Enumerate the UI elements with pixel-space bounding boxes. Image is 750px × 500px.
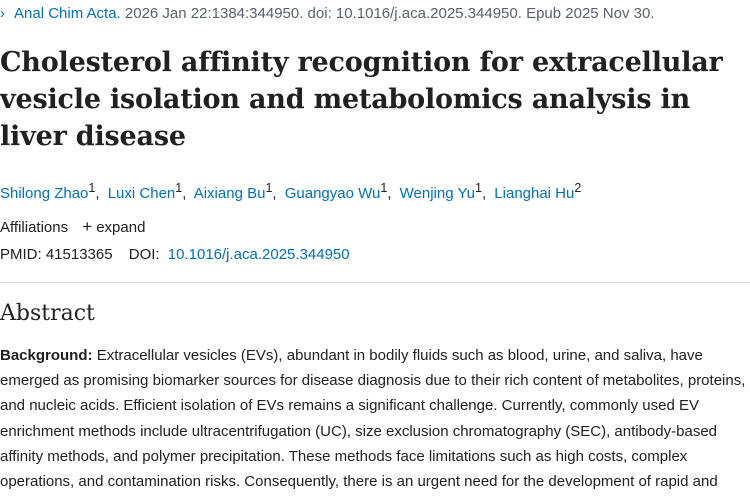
abstract-lead: Background: [0,347,93,364]
author-item: Guangyao Wu1, [284,181,396,202]
chevron-right-icon[interactable]: › [0,5,5,22]
expand-label: expand [96,219,146,236]
author-link[interactable]: Shilong Zhao [0,185,89,202]
author-separator: , [95,185,100,202]
author-item: Wenjing Yu1, [399,181,490,202]
plus-icon: + [82,217,93,236]
affiliations-row: Affiliations + expand [0,216,145,239]
author-item: Aixiang Bu1, [193,181,281,202]
affiliation-ref[interactable]: 1 [175,181,183,195]
author-separator: , [272,185,277,202]
author-link[interactable]: Aixiang Bu [193,185,266,202]
pmid-value: 41513365 [45,246,113,263]
section-divider [0,282,750,283]
author-link[interactable]: Luxi Chen [107,185,176,202]
affiliation-ref[interactable]: 1 [380,181,388,195]
author-separator: , [481,185,487,202]
doi-link[interactable]: 10.1016/j.aca.2025.344950 [167,246,350,263]
doi-label: DOI: [128,246,160,263]
affiliation-ref[interactable]: 2 [574,181,582,195]
author-link[interactable]: Guangyao Wu [284,185,381,202]
author-link[interactable]: Wenjing Yu [399,185,475,202]
citation-line: › Anal Chim Acta. 2026 Jan 22:1384:344950… [0,4,655,24]
author-separator: , [387,185,392,202]
author-link[interactable]: Lianghai Hu [494,185,575,202]
author-item: Luxi Chen1, [107,181,191,202]
affiliation-ref[interactable]: 1 [88,181,96,195]
article-title: Cholesterol affinity recognition for ext… [0,47,723,152]
affiliation-ref[interactable]: 1 [475,181,482,195]
author-list: Shilong Zhao1, Luxi Chen1, Aixiang Bu1, … [0,177,581,205]
author-item: Lianghai Hu2 [494,181,581,202]
abstract-heading: Abstract [0,301,95,326]
affiliations-label: Affiliations [0,219,69,236]
author-separator: , [182,185,187,202]
abstract-body: Extracellular vesicles (EVs), abundant i… [0,347,746,500]
identifiers-row: PMID: 41513365 DOI: 10.1016/j.aca.2025.3… [0,244,350,266]
abstract-paragraph: Background: Extracellular vesicles (EVs)… [0,343,748,500]
pmid-label: PMID: [0,246,42,263]
expand-affiliations-button[interactable]: + expand [82,217,146,236]
author-item: Shilong Zhao1, [0,181,104,202]
affiliation-ref[interactable]: 1 [265,181,273,195]
citation-details: 2026 Jan 22:1384:344950. doi: 10.1016/j.… [124,5,655,22]
journal-link[interactable]: Anal Chim Acta. [14,5,121,22]
